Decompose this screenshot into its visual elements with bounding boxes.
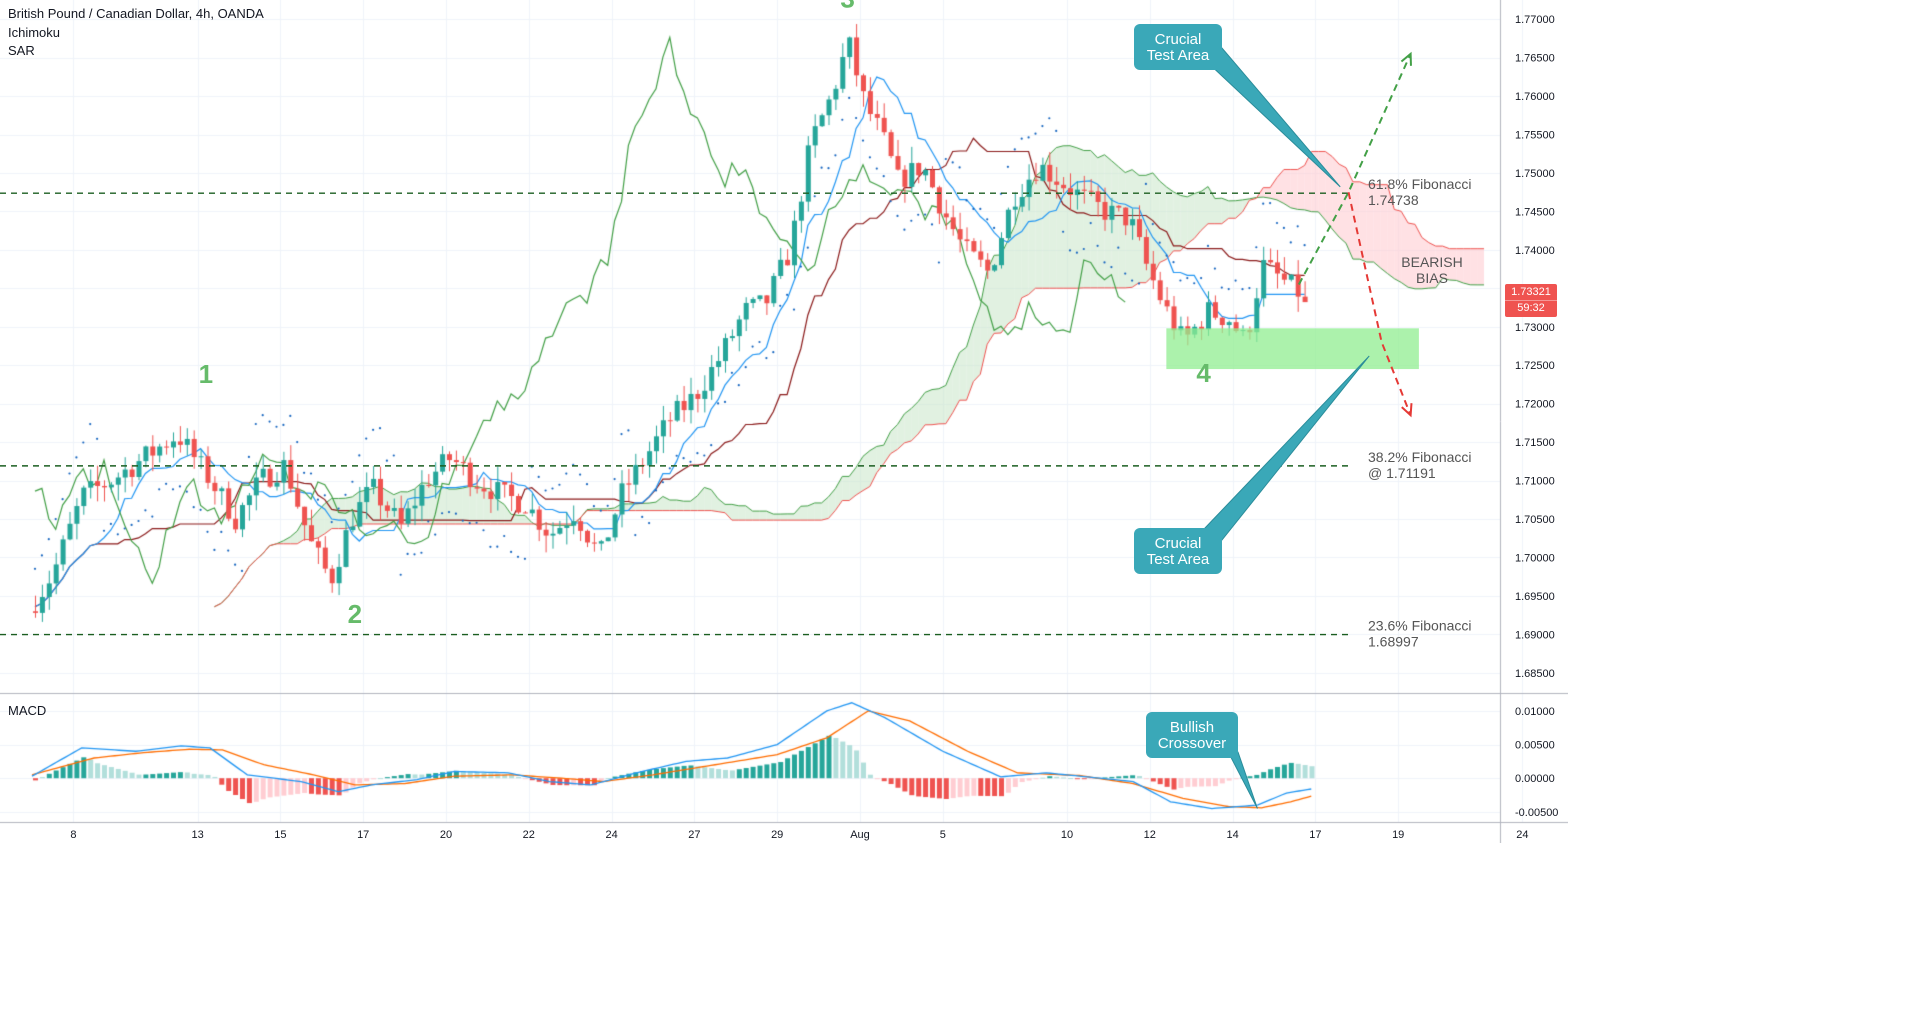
indicator-sar-label: SAR: [8, 43, 35, 58]
macd-pane-label: MACD: [8, 703, 47, 718]
chart-title: British Pound / Canadian Dollar, 4h, OAN…: [8, 6, 264, 21]
price-badge: 1.73321 59:32: [1505, 284, 1557, 317]
price-chart-canvas[interactable]: [0, 0, 1568, 843]
indicator-ichimoku-label: Ichimoku: [8, 25, 61, 40]
countdown-label: 59:32: [1505, 300, 1557, 316]
current-price-label: 1.73321: [1511, 286, 1551, 298]
